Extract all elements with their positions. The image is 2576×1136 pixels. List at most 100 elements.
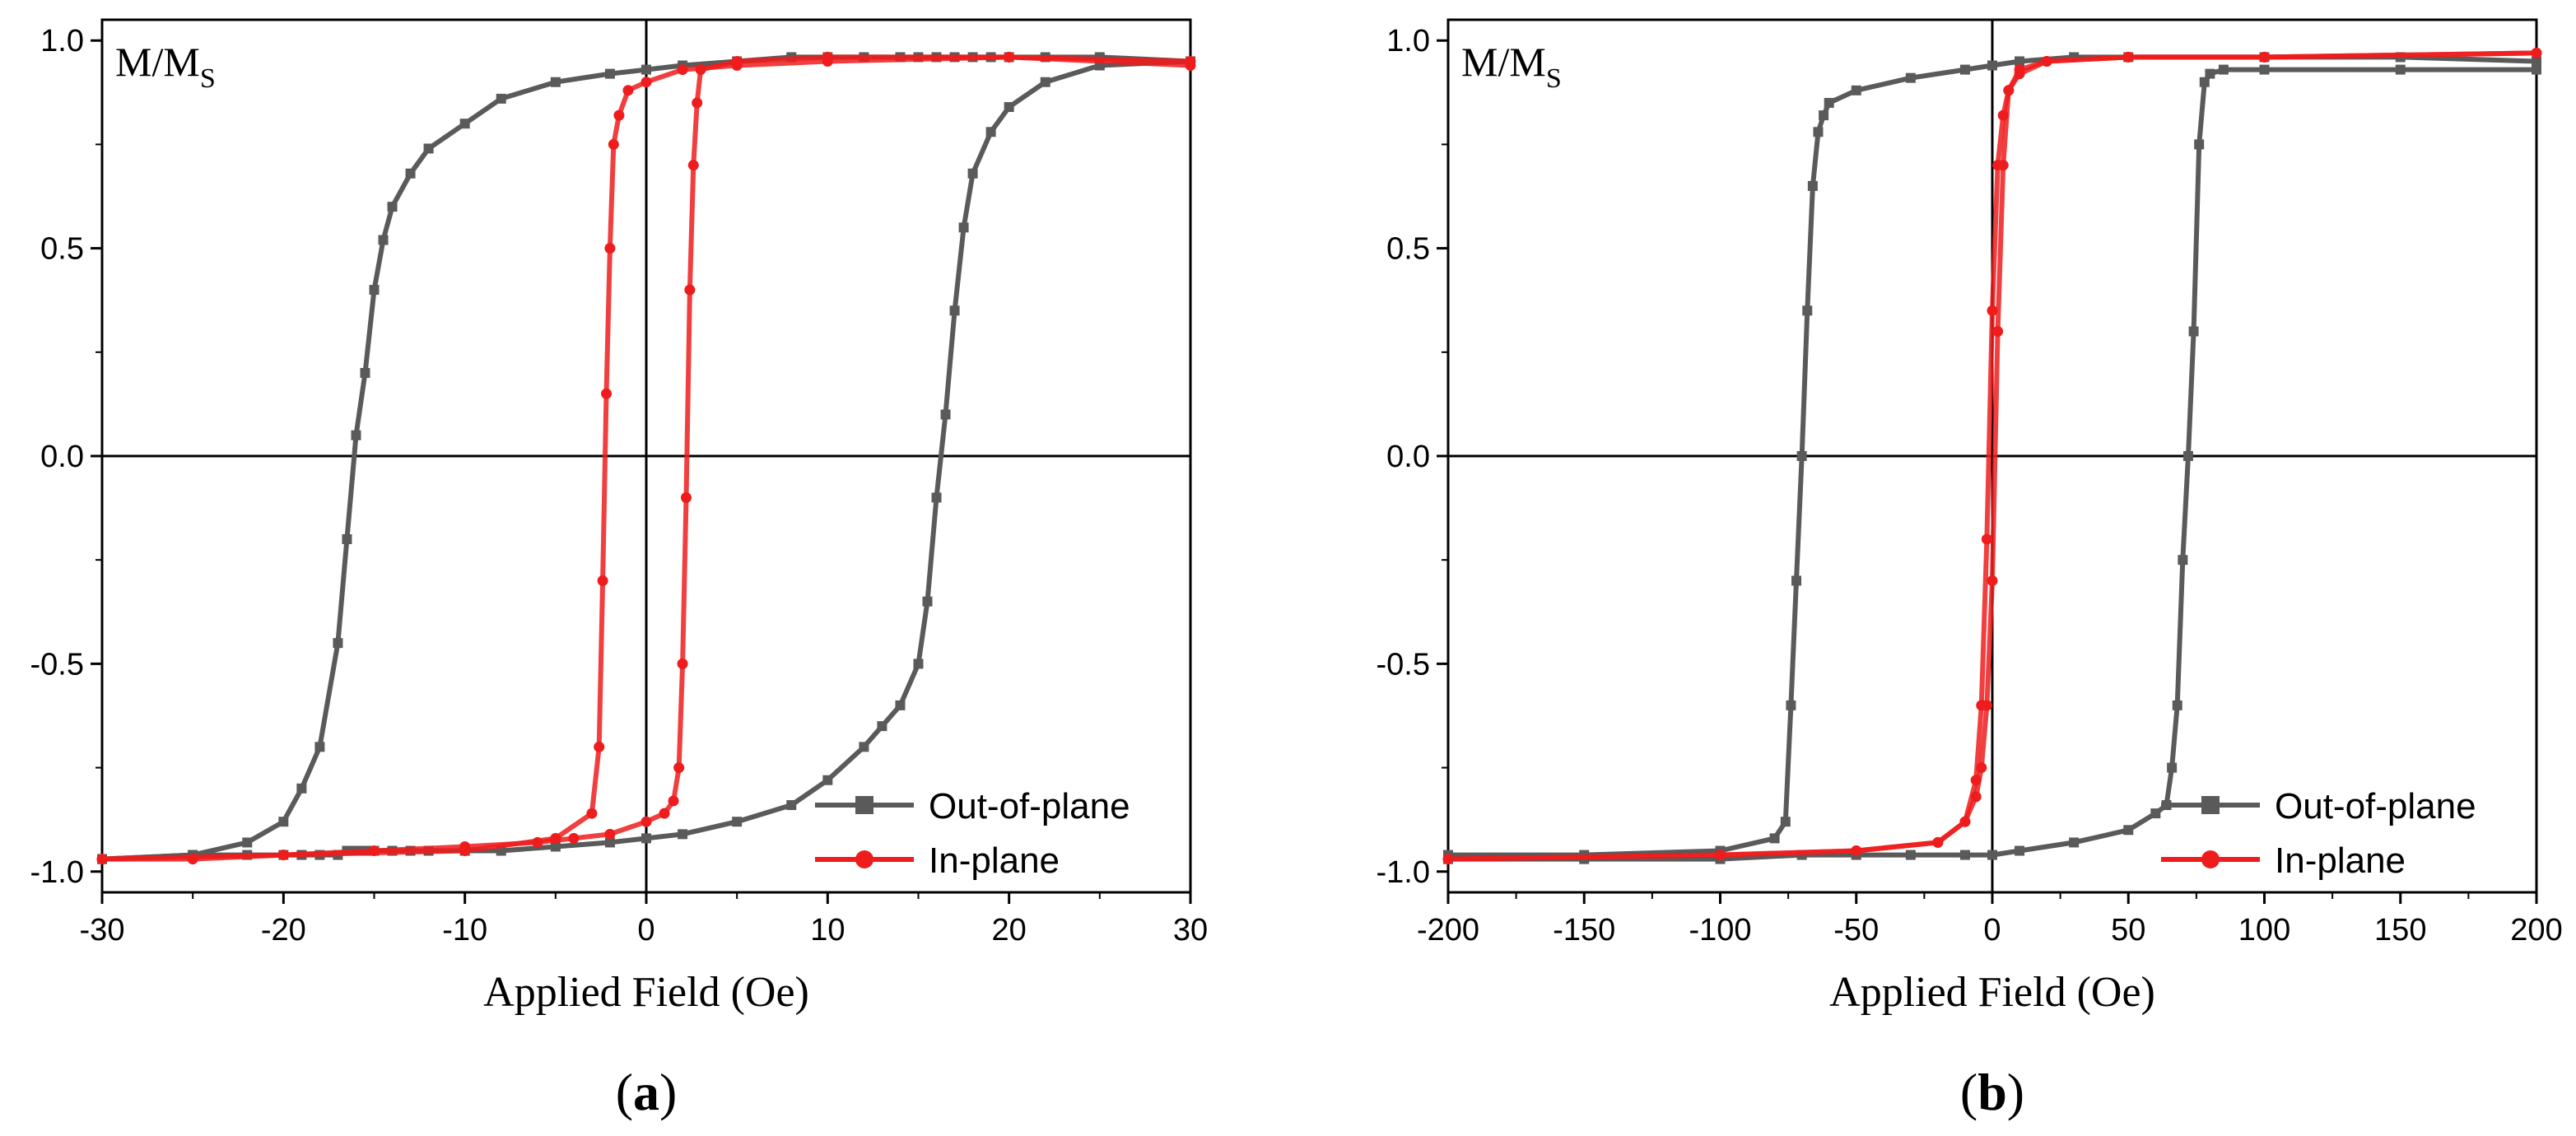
data-point-in-plane-b [2014,68,2025,80]
data-point-out-of-plane-a [342,533,352,544]
data-point-out-of-plane-a [405,168,416,179]
data-point-in-plane-a [1185,60,1196,72]
y-tick-label-a: -1.0 [30,855,84,890]
x-tick-label-b: 150 [2374,913,2426,947]
data-point-in-plane-a [641,77,652,88]
data-point-in-plane-b [2122,51,2134,63]
legend-marker-square [2201,796,2220,814]
data-point-out-of-plane-b [1786,700,1796,710]
data-point-out-of-plane-b [2395,64,2406,75]
data-point-out-of-plane-b [2205,68,2215,79]
data-point-in-plane-b [1851,845,1862,857]
data-point-in-plane-a [601,388,613,399]
x-tick-label-b: -100 [1689,913,1751,947]
x-axis-title-a: Applied Field (Oe) [483,969,809,1016]
data-point-in-plane-a [568,832,580,844]
data-point-out-of-plane-a [895,700,906,710]
data-point-in-plane-a [1004,51,1015,63]
data-point-out-of-plane-b [2182,451,2193,461]
data-point-in-plane-a [594,741,605,752]
data-point-in-plane-b [2531,47,2542,58]
data-point-out-of-plane-a [641,833,651,844]
y-tick-label-b: 0.5 [1386,232,1430,267]
data-point-out-of-plane-a [550,77,561,87]
data-point-out-of-plane-a [604,68,615,79]
data-point-in-plane-b [2259,51,2270,63]
data-point-in-plane-a [586,808,598,819]
y-tick-label-b: -0.5 [1377,647,1430,682]
data-point-out-of-plane-a [678,829,688,840]
data-point-in-plane-b [1442,854,1454,865]
data-point-in-plane-b [1981,533,1992,545]
data-point-out-of-plane-b [1769,833,1780,844]
data-point-in-plane-a [641,816,652,827]
data-point-out-of-plane-a [378,235,389,245]
data-point-out-of-plane-b [1780,817,1791,827]
data-point-in-plane-a [608,138,619,150]
data-point-in-plane-b [1976,700,1987,711]
data-point-in-plane-a [96,854,108,865]
data-point-in-plane-b [1959,816,1971,827]
data-point-in-plane-b [1992,326,2004,338]
data-point-in-plane-a [692,97,703,109]
data-point-in-plane-a [668,795,679,807]
y-axis-label-main-a: M/M [115,39,200,85]
x-axis-title-b: Applied Field (Oe) [1829,969,2155,1016]
y-axis-label-main-b: M/M [1461,39,1546,85]
data-point-out-of-plane-a [1004,102,1014,112]
panel-letter-b: b [1977,1063,2007,1121]
data-point-in-plane-b [1970,775,1982,786]
data-point-out-of-plane-b [1796,451,1807,461]
legend-label-in-plane: In-plane [929,840,1060,881]
data-point-out-of-plane-b [1824,97,1834,108]
legend-label-in-plane: In-plane [2275,840,2406,881]
data-point-out-of-plane-b [1802,305,1813,316]
data-point-in-plane-b [1987,305,1998,316]
x-tick-label-b: -200 [1417,913,1479,947]
data-point-in-plane-b [2041,55,2052,67]
data-point-out-of-plane-b [2015,56,2025,67]
legend-marker-circle [855,850,873,868]
data-point-out-of-plane-b [2188,326,2199,337]
y-axis-label-sub-a: S [200,63,216,94]
legend-label-out-of-plane: Out-of-plane [2275,786,2476,826]
data-point-in-plane-a [604,828,616,840]
data-point-out-of-plane-b [2167,762,2178,773]
x-tick-label-b: 100 [2238,913,2290,947]
data-point-in-plane-a [550,832,561,844]
x-tick-label-b: 200 [2510,913,2562,947]
y-tick-label-a: 0.5 [40,232,84,267]
data-point-out-of-plane-a [786,800,797,810]
legend-a: Out-of-plane In-plane [815,786,1130,881]
data-point-out-of-plane-b [1819,110,1829,121]
data-point-in-plane-a [604,243,616,254]
data-point-out-of-plane-a [922,596,933,607]
data-point-out-of-plane-b [2123,825,2134,836]
data-point-in-plane-b [1987,575,1998,586]
data-point-out-of-plane-b [2532,64,2541,75]
y-axis-label-b: M/MS [1461,39,1562,94]
x-tick-label-a: -20 [261,913,306,947]
data-point-out-of-plane-b [1987,60,1997,71]
x-tick-label-b: 50 [2111,913,2145,947]
legend-label-out-of-plane: Out-of-plane [929,786,1130,826]
data-point-in-plane-a [622,85,634,96]
data-point-out-of-plane-a [732,817,743,827]
data-point-out-of-plane-a [242,837,253,848]
y-axis-label-a: M/MS [115,39,216,94]
data-point-in-plane-a [459,845,471,857]
data-point-in-plane-a [673,762,685,774]
data-point-out-of-plane-a [423,143,434,154]
y-tick-label-a: 1.0 [40,24,84,58]
data-point-out-of-plane-b [1987,850,1997,860]
data-point-out-of-plane-a [967,168,978,179]
y-tick-label-a: -0.5 [30,647,84,682]
y-tick-label-b: 1.0 [1386,24,1430,58]
data-point-in-plane-a [687,160,699,171]
data-point-in-plane-a [277,850,289,861]
y-tick-label-a: 0.0 [40,440,84,474]
data-point-out-of-plane-b [1905,850,1916,860]
data-point-out-of-plane-a [822,775,833,785]
data-point-out-of-plane-b [2015,845,2025,856]
data-point-out-of-plane-b [1959,850,1970,860]
